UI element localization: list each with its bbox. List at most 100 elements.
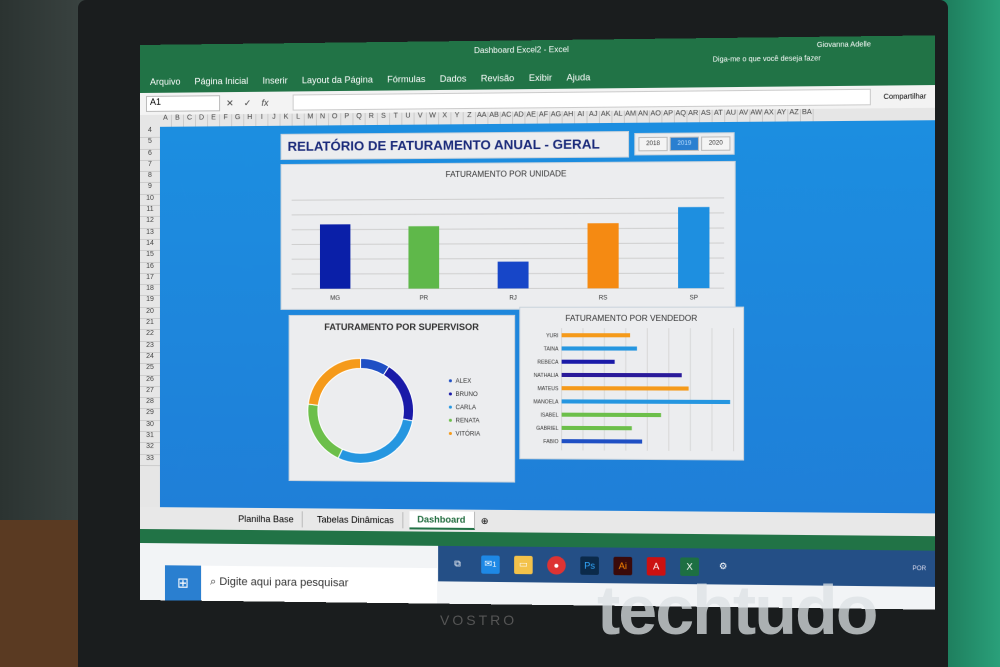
column-header[interactable]: AJ xyxy=(587,110,600,124)
column-header[interactable]: Y xyxy=(451,112,464,125)
column-header[interactable]: E xyxy=(208,114,221,127)
menu-item[interactable]: Página Inicial xyxy=(194,75,249,87)
column-header[interactable]: AP xyxy=(662,110,675,123)
row-header[interactable]: 11 xyxy=(140,205,160,218)
tab-planilha-base[interactable]: Planilha Base xyxy=(230,510,303,528)
column-header[interactable]: AR xyxy=(687,109,701,123)
row-header[interactable]: 30 xyxy=(140,420,160,433)
column-header[interactable]: AW xyxy=(750,109,764,122)
column-header[interactable]: AB xyxy=(488,111,501,125)
menu-item[interactable]: Arquivo xyxy=(149,76,181,87)
row-header[interactable]: 23 xyxy=(140,341,160,353)
column-header[interactable]: AC xyxy=(500,111,514,124)
column-header[interactable]: N xyxy=(316,113,330,126)
column-header[interactable]: AK xyxy=(599,110,613,124)
column-header[interactable]: O xyxy=(329,113,342,126)
row-header[interactable]: 17 xyxy=(140,273,160,286)
column-header[interactable]: Q xyxy=(353,112,366,126)
column-header[interactable]: AF xyxy=(537,111,551,124)
column-header[interactable]: Z xyxy=(463,111,477,125)
formula-input[interactable] xyxy=(292,88,871,111)
row-header[interactable]: 5 xyxy=(140,138,160,150)
column-header[interactable]: C xyxy=(183,114,197,127)
column-header[interactable]: AV xyxy=(737,109,751,122)
column-header[interactable]: AA xyxy=(476,111,489,125)
column-header[interactable]: A xyxy=(159,114,172,127)
row-header[interactable]: 14 xyxy=(140,239,160,252)
column-header[interactable]: AI xyxy=(575,110,588,124)
taskbar-search[interactable]: ⌕ Digite aqui para pesquisar xyxy=(202,565,438,604)
row-header[interactable]: 4 xyxy=(140,126,160,139)
user-name[interactable]: Giovanna Adelle xyxy=(816,41,871,50)
year-button-2018[interactable]: 2018 xyxy=(638,136,668,152)
menu-item[interactable]: Fórmulas xyxy=(387,73,426,85)
column-header[interactable]: K xyxy=(280,113,293,126)
column-header[interactable]: V xyxy=(414,112,427,125)
row-header[interactable]: 6 xyxy=(140,149,160,161)
menu-item[interactable]: Dados xyxy=(439,73,467,84)
row-header[interactable]: 19 xyxy=(140,296,160,308)
column-header[interactable]: U xyxy=(402,112,415,125)
tell-me-search[interactable]: Diga-me o que você deseja fazer xyxy=(712,55,821,64)
column-header[interactable]: H xyxy=(244,113,257,127)
column-header[interactable]: AT xyxy=(712,109,726,123)
column-header[interactable]: J xyxy=(268,113,281,126)
cancel-icon[interactable]: ✕ xyxy=(226,97,234,108)
column-header[interactable]: AO xyxy=(649,110,663,123)
task-view-icon[interactable]: ⧉ xyxy=(454,558,461,569)
column-header[interactable]: L xyxy=(292,113,305,126)
column-header[interactable]: AS xyxy=(700,109,713,123)
column-header[interactable]: AD xyxy=(513,111,526,124)
row-header[interactable]: 21 xyxy=(140,319,160,331)
mail-icon[interactable]: ✉ 1 xyxy=(481,554,500,574)
name-box[interactable]: A1 xyxy=(145,95,221,112)
column-header[interactable]: AN xyxy=(637,110,650,123)
column-header[interactable]: R xyxy=(365,112,378,126)
chrome-icon[interactable]: ● xyxy=(547,555,566,575)
row-header[interactable]: 20 xyxy=(140,307,160,320)
row-header[interactable]: 9 xyxy=(140,183,160,195)
column-header[interactable]: AY xyxy=(775,109,789,122)
column-header[interactable]: AG xyxy=(550,111,563,124)
row-header[interactable]: 15 xyxy=(140,251,160,263)
row-header[interactable]: 31 xyxy=(140,432,160,444)
row-header[interactable]: 27 xyxy=(140,386,160,399)
column-header[interactable]: AH xyxy=(562,111,576,124)
add-sheet-icon[interactable]: ⊕ xyxy=(480,515,489,526)
menu-item[interactable]: Layout da Página xyxy=(301,74,373,86)
row-header[interactable]: 26 xyxy=(140,375,160,387)
column-header[interactable]: AQ xyxy=(674,110,688,123)
column-header[interactable]: B xyxy=(171,114,184,127)
column-header[interactable]: BA xyxy=(800,108,814,122)
menu-item[interactable]: Ajuda xyxy=(566,72,591,83)
row-header[interactable]: 24 xyxy=(140,352,160,365)
function-icon[interactable]: fx xyxy=(261,97,269,108)
row-header[interactable]: 12 xyxy=(140,217,160,229)
row-header[interactable]: 22 xyxy=(140,330,160,342)
column-header[interactable]: AZ xyxy=(788,109,801,122)
menu-item[interactable]: Revisão xyxy=(480,72,515,84)
row-header[interactable]: 29 xyxy=(140,409,160,421)
row-header[interactable]: 33 xyxy=(140,454,160,467)
tab-dashboard[interactable]: Dashboard xyxy=(409,511,475,530)
column-header[interactable]: T xyxy=(390,112,403,125)
column-header[interactable]: F xyxy=(220,114,233,127)
column-header[interactable]: AL xyxy=(612,110,625,123)
year-button-2020[interactable]: 2020 xyxy=(701,136,731,151)
menu-item[interactable]: Exibir xyxy=(528,72,553,83)
row-header[interactable]: 10 xyxy=(140,194,160,207)
row-header[interactable]: 7 xyxy=(140,160,160,173)
row-header[interactable]: 18 xyxy=(140,285,160,297)
column-header[interactable]: I xyxy=(256,113,269,127)
system-tray[interactable]: POR xyxy=(912,565,927,572)
column-header[interactable]: AX xyxy=(763,109,776,122)
row-header[interactable]: 32 xyxy=(140,443,160,455)
file-explorer-icon[interactable]: ▭ xyxy=(514,555,533,574)
check-icon[interactable]: ✓ xyxy=(243,97,252,108)
column-header[interactable]: G xyxy=(232,114,245,127)
column-header[interactable]: AM xyxy=(624,110,638,123)
column-header[interactable]: D xyxy=(196,114,209,127)
column-header[interactable]: M xyxy=(304,113,317,126)
row-header[interactable]: 16 xyxy=(140,262,160,274)
menu-item[interactable]: Inserir xyxy=(262,75,288,86)
